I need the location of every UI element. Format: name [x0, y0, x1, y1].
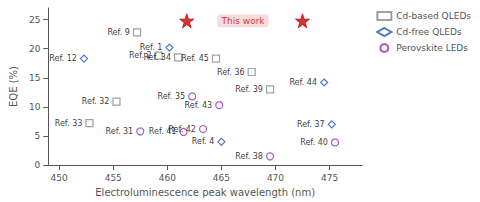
svg-text:Ref. 33: Ref. 33 — [55, 119, 83, 128]
svg-text:Cd-based QLEDs: Cd-based QLEDs — [396, 11, 471, 21]
svg-text:20: 20 — [29, 44, 41, 54]
svg-text:Electroluminescence peak wavel: Electroluminescence peak wavelength (nm) — [95, 187, 315, 198]
svg-text:Cd-free QLEDs: Cd-free QLEDs — [396, 27, 462, 37]
svg-text:Ref. 2: Ref. 2 — [129, 51, 152, 61]
svg-text:Perovskite LEDs: Perovskite LEDs — [396, 43, 468, 53]
svg-text:5: 5 — [35, 131, 41, 141]
svg-text:Ref. 9: Ref. 9 — [107, 28, 130, 37]
svg-text:Ref. 43: Ref. 43 — [185, 101, 213, 110]
svg-text:This work: This work — [221, 16, 266, 26]
svg-text:Ref. 4: Ref. 4 — [192, 137, 215, 146]
svg-text:Ref. 31: Ref. 31 — [106, 127, 134, 136]
svg-text:Ref. 40: Ref. 40 — [300, 138, 328, 147]
svg-text:Ref. 35: Ref. 35 — [157, 92, 185, 101]
svg-text:470: 470 — [267, 173, 284, 183]
svg-text:Ref. 32: Ref. 32 — [82, 97, 110, 106]
svg-text:Ref. 36: Ref. 36 — [217, 68, 245, 77]
svg-text:475: 475 — [321, 173, 338, 183]
svg-text:Ref. 45: Ref. 45 — [181, 54, 209, 63]
svg-text:10: 10 — [29, 102, 41, 112]
svg-text:450: 450 — [51, 173, 68, 183]
svg-text:465: 465 — [213, 173, 230, 183]
svg-text:25: 25 — [29, 15, 40, 25]
svg-text:15: 15 — [29, 73, 40, 83]
svg-text:460: 460 — [159, 173, 176, 183]
svg-text:0: 0 — [35, 160, 41, 170]
svg-text:Ref. 12: Ref. 12 — [49, 54, 77, 63]
svg-text:Ref. 1: Ref. 1 — [140, 43, 163, 52]
svg-text:455: 455 — [105, 173, 122, 183]
svg-text:Ref. 44: Ref. 44 — [289, 78, 317, 87]
svg-text:Ref. 41: Ref. 41 — [148, 127, 177, 137]
svg-text:Ref. 38: Ref. 38 — [235, 152, 263, 161]
svg-text:Ref. 39: Ref. 39 — [235, 85, 263, 94]
svg-text:EQE (%): EQE (%) — [8, 66, 19, 107]
svg-text:Ref. 37: Ref. 37 — [297, 120, 325, 129]
svg-text:Ref. 42: Ref. 42 — [168, 125, 196, 134]
svg-text:Ref. 34: Ref. 34 — [143, 53, 171, 62]
